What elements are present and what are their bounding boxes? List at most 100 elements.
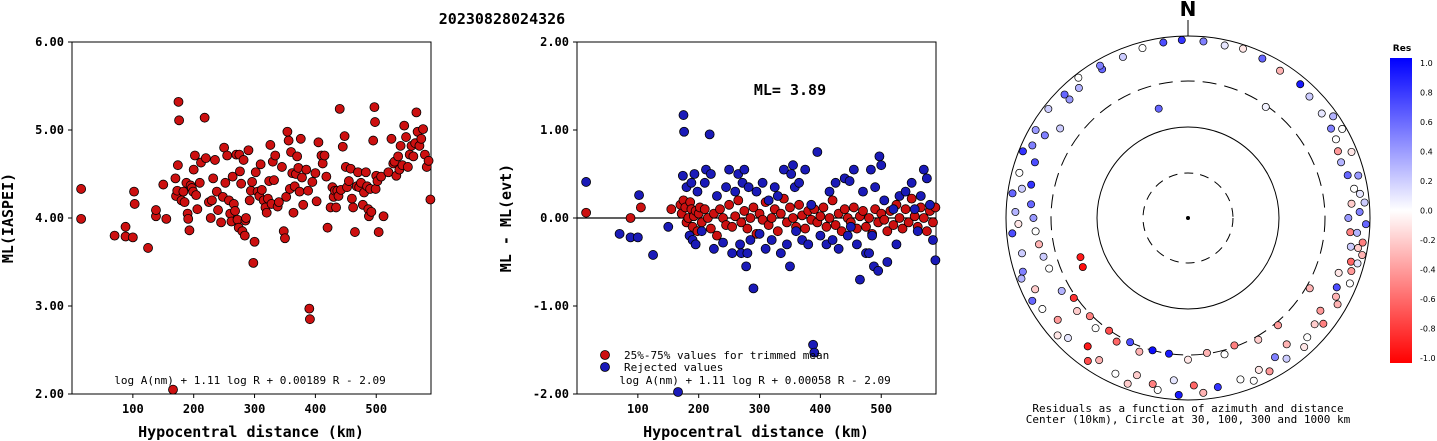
station-point	[1265, 367, 1274, 376]
station-point	[1065, 95, 1074, 104]
data-point	[689, 169, 700, 179]
data-point	[408, 151, 419, 162]
x-tick-label: 500	[870, 402, 892, 416]
legend-marker-rejected	[600, 362, 610, 372]
station-point	[1230, 341, 1239, 350]
data-point	[867, 230, 878, 241]
data-point	[337, 141, 348, 152]
data-points	[76, 96, 436, 395]
data-point	[788, 160, 798, 171]
ring-100km	[1096, 126, 1280, 310]
station-point	[1354, 171, 1363, 180]
data-point	[806, 199, 817, 210]
data-point	[386, 133, 397, 144]
data-point	[818, 202, 829, 213]
y-tick-labels: -2.00 -1.00 0.00 1.00 2.00	[533, 35, 577, 401]
station-point	[1169, 376, 1178, 385]
station-point	[1346, 257, 1355, 266]
data-point	[360, 167, 371, 178]
data-point	[833, 243, 844, 254]
data-point	[844, 176, 855, 186]
station-point	[1319, 319, 1328, 328]
station-point	[1350, 184, 1359, 193]
data-point	[236, 178, 247, 189]
data-point	[879, 195, 890, 206]
station-point	[1346, 228, 1355, 237]
data-point	[402, 162, 413, 172]
data-point	[858, 186, 868, 197]
panel-ml-vs-distance: 2.00 3.00 4.00 5.00 6.00 100 200 300 400 500 log…	[0, 35, 436, 441]
data-point	[273, 197, 284, 208]
data-point	[928, 217, 938, 228]
colorbar-tick-label: 0.4	[1420, 148, 1433, 157]
station-point	[1344, 214, 1353, 222]
station-point	[1332, 135, 1340, 144]
data-point	[158, 179, 169, 190]
colorbar-tick-label: 1.0	[1420, 59, 1433, 68]
data-point	[184, 225, 195, 236]
station-point	[1039, 252, 1048, 261]
data-point	[265, 140, 276, 150]
data-point	[243, 145, 254, 156]
data-point	[199, 112, 210, 123]
data-point	[310, 168, 321, 179]
station-point	[1177, 36, 1186, 44]
data-point	[120, 221, 131, 232]
data-point	[663, 221, 674, 232]
data-point	[921, 173, 932, 184]
data-point	[785, 261, 795, 272]
data-point	[261, 207, 272, 218]
data-point	[399, 120, 410, 131]
data-point	[754, 228, 765, 239]
data-point	[304, 303, 315, 314]
data-point	[930, 255, 941, 266]
colorbar-tick-label: 0.0	[1420, 207, 1433, 216]
data-point	[370, 184, 381, 194]
y-tick-label: 3.00	[35, 299, 64, 313]
data-point	[757, 177, 768, 188]
station-point	[1074, 84, 1083, 92]
data-point	[678, 110, 689, 120]
data-point	[321, 171, 332, 182]
x-tick-label: 300	[749, 402, 771, 416]
data-point	[736, 217, 747, 228]
data-point	[906, 193, 917, 204]
station-point	[1017, 274, 1026, 283]
ring-300km	[1050, 80, 1326, 356]
y-tick-label: 5.00	[35, 123, 64, 137]
station-point	[1358, 251, 1367, 259]
data-point	[277, 162, 287, 172]
station-point	[1220, 41, 1229, 50]
data-point	[851, 239, 862, 250]
station-point	[1332, 283, 1341, 292]
station-point	[1249, 376, 1258, 385]
colorbar-gradient	[1390, 58, 1412, 363]
station-point	[1159, 38, 1168, 47]
station-point	[1329, 112, 1338, 121]
station-point	[1347, 147, 1356, 156]
data-point	[848, 164, 859, 175]
station-point	[1356, 189, 1364, 198]
colorbar-title: Res	[1393, 44, 1411, 54]
station-point	[1353, 228, 1362, 237]
station-point	[1236, 375, 1245, 384]
station-point	[1028, 141, 1037, 150]
station-point	[1118, 53, 1127, 61]
station-point	[1027, 200, 1035, 209]
y-tick-label: 6.00	[35, 35, 64, 49]
station-point	[1303, 333, 1312, 342]
data-point	[709, 243, 719, 254]
station-point	[1334, 268, 1343, 277]
data-point	[718, 237, 728, 248]
data-point	[109, 230, 120, 241]
data-point	[696, 226, 707, 237]
station-point	[1148, 346, 1157, 355]
colorbar-tick-labels: 1.0 0.8 0.6 0.4 0.2 0.0 -0.2 -0.4 -0.6 -0.8 -1.0	[1420, 59, 1436, 363]
y-tick-label: 2.00	[540, 35, 569, 49]
data-point	[921, 226, 932, 237]
data-point	[282, 126, 293, 137]
station-point	[1105, 326, 1114, 335]
data-point	[712, 230, 722, 241]
x-tick-labels: 100 200 300 400 500	[627, 394, 892, 416]
data-point	[742, 223, 753, 234]
